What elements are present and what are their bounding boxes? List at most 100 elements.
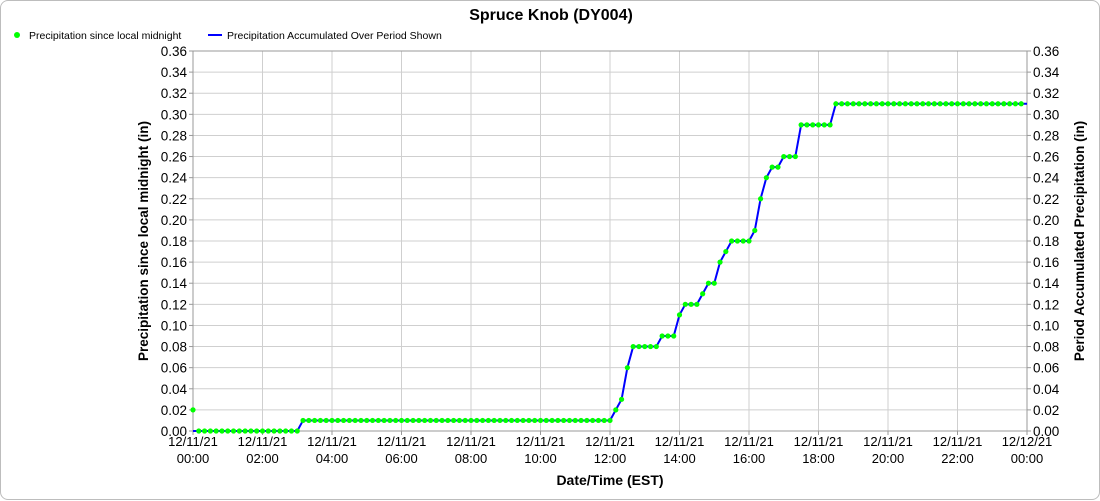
data-point — [375, 417, 381, 424]
data-point — [288, 428, 295, 434]
data-point — [798, 122, 804, 128]
data-point — [856, 101, 862, 107]
data-point — [885, 101, 891, 107]
y-tick-label-left: 0.22 — [161, 192, 187, 207]
data-point — [688, 301, 694, 307]
data-point — [369, 417, 376, 424]
data-point — [879, 101, 885, 107]
chart-title: Spruce Knob (DY004) — [469, 7, 633, 24]
y-tick-label-left: 0.06 — [161, 361, 187, 376]
data-point — [752, 227, 758, 234]
data-point — [393, 417, 399, 424]
data-point — [949, 101, 955, 107]
data-point — [734, 238, 741, 244]
x-tick-label-time: 10:00 — [524, 451, 557, 466]
y-tick-label-left: 0.12 — [161, 297, 187, 312]
data-point — [259, 428, 266, 434]
y-tick-label-left: 0.36 — [161, 44, 187, 59]
y-tick-label-right: 0.14 — [1033, 276, 1060, 291]
data-point — [196, 428, 202, 434]
data-point — [775, 164, 781, 170]
data-point — [404, 417, 410, 424]
data-point — [317, 417, 324, 424]
y-tick-label-right: 0.34 — [1033, 65, 1060, 80]
y-tick-label-right: 0.16 — [1033, 255, 1059, 270]
data-point — [960, 101, 966, 107]
data-point — [804, 122, 810, 128]
x-tick-label-date: 12/11/21 — [307, 434, 357, 449]
data-point — [398, 417, 405, 424]
data-point — [271, 428, 277, 434]
legend-marker-precip-since-midnight — [14, 32, 20, 38]
x-tick-label-date: 12/11/21 — [168, 434, 218, 449]
x-tick-label-date: 12/11/21 — [933, 434, 983, 449]
data-point — [983, 101, 990, 107]
data-point — [462, 417, 468, 424]
data-point — [474, 417, 480, 424]
y-tick-label-right: 0.08 — [1033, 340, 1059, 355]
y-tick-label-right: 0.04 — [1033, 382, 1060, 397]
data-point — [381, 417, 387, 424]
data-point — [943, 101, 949, 107]
data-point — [908, 101, 914, 107]
data-point — [433, 417, 439, 424]
data-point — [427, 417, 434, 424]
data-point — [508, 417, 515, 424]
data-point — [839, 101, 845, 107]
y-tick-label-right: 0.26 — [1033, 150, 1059, 165]
data-point — [468, 417, 474, 424]
data-point — [989, 101, 995, 107]
y-tick-label-right: 0.10 — [1033, 318, 1059, 333]
legend: Precipitation since local midnight Preci… — [14, 30, 442, 42]
y-tick-label-right: 0.12 — [1033, 297, 1059, 312]
data-point — [265, 428, 271, 434]
y-tick-label-left: 0.20 — [161, 213, 187, 228]
x-tick-label-time: 06:00 — [385, 451, 418, 466]
data-point — [636, 343, 642, 350]
data-point — [416, 417, 422, 424]
data-point — [230, 428, 237, 434]
data-point — [914, 101, 920, 107]
legend-label-precip-since-midnight: Precipitation since local midnight — [29, 30, 181, 42]
data-point — [815, 122, 822, 128]
data-point — [868, 101, 874, 107]
data-point — [757, 196, 764, 202]
data-point — [549, 417, 555, 424]
data-point — [201, 428, 208, 434]
data-point — [618, 396, 625, 402]
data-point — [595, 417, 602, 424]
x-tick-label-time: 04:00 — [316, 451, 349, 466]
data-point — [439, 417, 445, 424]
data-point — [705, 280, 712, 286]
data-point — [862, 101, 868, 107]
y-tick-label-left: 0.16 — [161, 255, 187, 270]
y-tick-label-left: 0.26 — [161, 150, 187, 165]
data-point — [781, 153, 787, 160]
data-point — [607, 417, 613, 424]
data-point — [543, 417, 549, 424]
data-point — [236, 428, 242, 434]
data-point — [277, 428, 283, 434]
data-point — [694, 301, 700, 307]
y-tick-label-left: 0.34 — [161, 65, 188, 80]
y-tick-label-left: 0.32 — [161, 86, 187, 101]
data-point — [346, 417, 352, 424]
series-points-precip-since-midnight — [190, 101, 1024, 434]
data-point — [850, 101, 856, 107]
data-point — [300, 417, 306, 424]
data-point — [1001, 101, 1007, 107]
data-point — [590, 417, 596, 424]
data-point — [358, 417, 364, 424]
data-point — [647, 343, 654, 350]
x-tick-label-time: 20:00 — [872, 451, 905, 466]
data-point — [665, 333, 671, 339]
data-point — [978, 101, 984, 107]
data-point — [954, 101, 961, 107]
y-tick-label-right: 0.22 — [1033, 192, 1059, 207]
x-tick-label-date: 12/11/21 — [655, 434, 705, 449]
data-point — [601, 417, 607, 424]
data-point — [925, 101, 932, 107]
data-point — [891, 101, 897, 107]
data-point — [555, 417, 561, 424]
data-point — [537, 417, 544, 424]
